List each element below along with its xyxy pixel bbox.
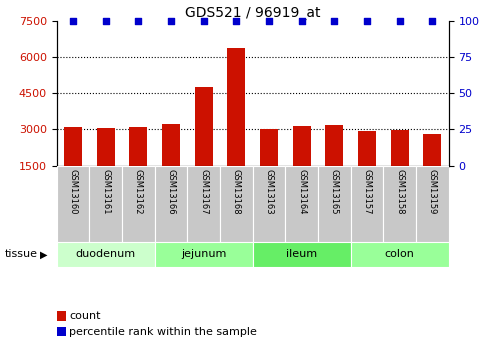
Point: [135, 18, 142, 23]
Bar: [57, 166, 89, 242]
Text: GSM13165: GSM13165: [330, 169, 339, 215]
Text: GSM13164: GSM13164: [297, 169, 306, 215]
Point: [69, 18, 77, 23]
Bar: [155, 241, 252, 267]
Title: GDS521 / 96919_at: GDS521 / 96919_at: [185, 6, 320, 20]
Text: ▶: ▶: [40, 249, 48, 259]
Bar: [220, 166, 252, 242]
Text: GSM13160: GSM13160: [69, 169, 77, 215]
Bar: [252, 241, 351, 267]
Bar: [64, 127, 82, 166]
Bar: [162, 124, 180, 166]
Bar: [57, 241, 155, 267]
Text: GSM13163: GSM13163: [264, 169, 274, 215]
Bar: [351, 166, 383, 242]
Bar: [129, 127, 147, 166]
Point: [396, 18, 404, 23]
Text: GSM13168: GSM13168: [232, 169, 241, 215]
Point: [265, 18, 273, 23]
Point: [363, 18, 371, 23]
Bar: [122, 166, 155, 242]
Bar: [423, 134, 441, 166]
Bar: [285, 166, 318, 242]
Text: GSM13167: GSM13167: [199, 169, 208, 215]
Text: duodenum: duodenum: [75, 249, 136, 259]
Bar: [195, 87, 212, 166]
Text: GSM13158: GSM13158: [395, 169, 404, 215]
Bar: [416, 166, 449, 242]
Text: percentile rank within the sample: percentile rank within the sample: [69, 327, 257, 336]
Bar: [155, 166, 187, 242]
Text: GSM13159: GSM13159: [428, 169, 437, 215]
Text: GSM13162: GSM13162: [134, 169, 143, 215]
Bar: [252, 166, 285, 242]
Text: ileum: ileum: [286, 249, 317, 259]
Point: [200, 18, 208, 23]
Bar: [358, 131, 376, 166]
Point: [167, 18, 175, 23]
Text: GSM13157: GSM13157: [362, 169, 372, 215]
Text: tissue: tissue: [5, 249, 38, 259]
Bar: [260, 129, 278, 166]
Bar: [383, 166, 416, 242]
Bar: [351, 241, 449, 267]
Bar: [89, 166, 122, 242]
Point: [428, 18, 436, 23]
Text: count: count: [69, 312, 101, 321]
Point: [102, 18, 109, 23]
Bar: [227, 49, 246, 166]
Text: colon: colon: [385, 249, 415, 259]
Bar: [293, 127, 311, 166]
Text: GSM13166: GSM13166: [167, 169, 176, 215]
Text: GSM13161: GSM13161: [101, 169, 110, 215]
Bar: [187, 166, 220, 242]
Point: [298, 18, 306, 23]
Point: [232, 18, 240, 23]
Bar: [390, 130, 409, 166]
Bar: [325, 125, 343, 166]
Bar: [318, 166, 351, 242]
Point: [330, 18, 338, 23]
Text: jejunum: jejunum: [181, 249, 226, 259]
Bar: [97, 128, 115, 166]
